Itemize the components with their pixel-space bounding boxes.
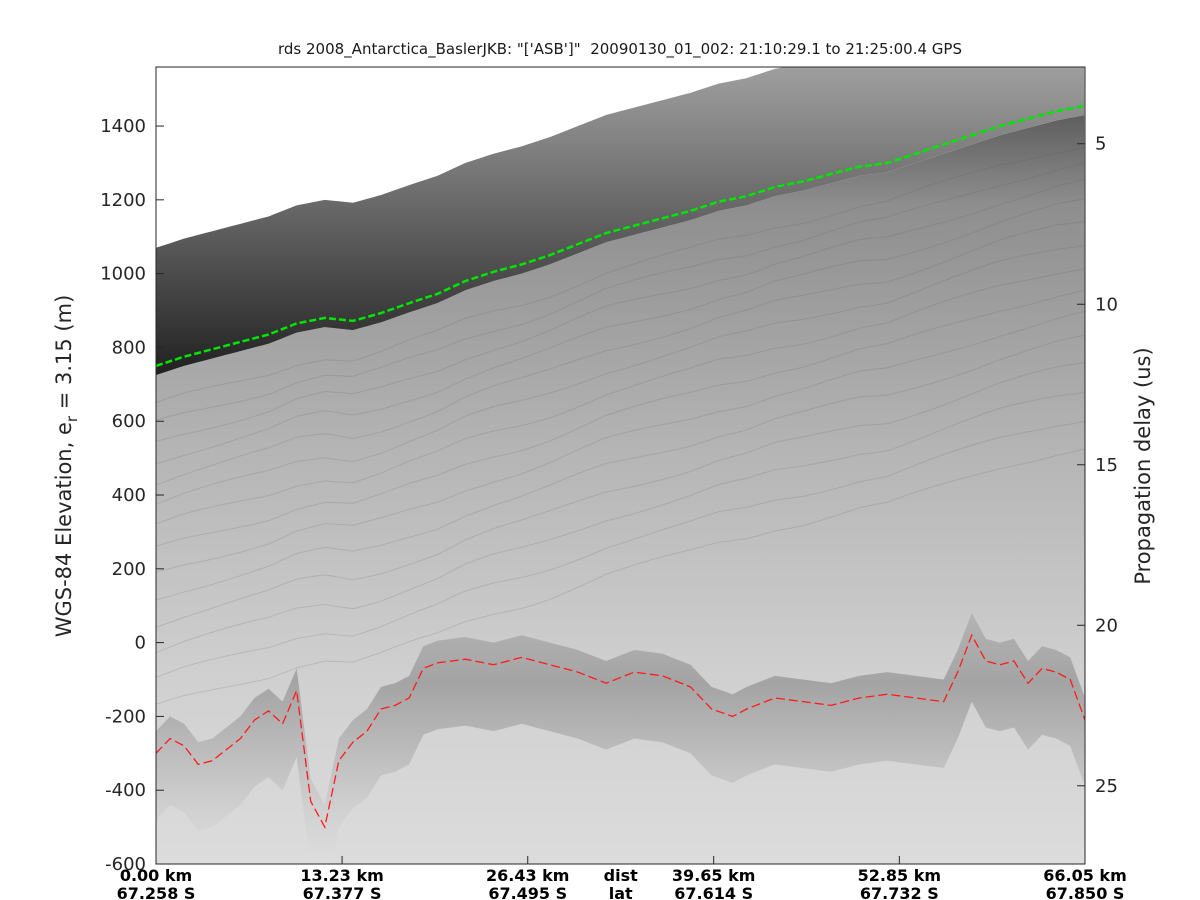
internal-layer [156, 245, 1085, 505]
internal-layer [156, 310, 1085, 573]
chart-title: rds 2008_Antarctica_BaslerJKB: "['ASB']"… [278, 40, 962, 59]
y-tick-label: 400 [112, 485, 146, 506]
internal-layer [156, 334, 1085, 601]
internal-layer [156, 289, 1085, 547]
y-tick-label: 600 [112, 411, 146, 432]
y-axis-ticks: 1400 1200 1000 800 600 400 200 0 -200 -400 -600 [100, 116, 164, 875]
internal-layer [156, 392, 1085, 654]
y-tick-label: 1400 [100, 116, 146, 137]
internal-layer [156, 178, 1085, 442]
internal-layer [156, 362, 1085, 628]
x-tick-dist-label: 0.00 km [120, 866, 192, 885]
y2-tick-label: 5 [1095, 134, 1106, 155]
x-tick-lat-label: 67.732 S [860, 884, 939, 900]
internal-layer [156, 448, 1085, 705]
y-tick-label: 1200 [100, 190, 146, 211]
internal-layer [156, 162, 1085, 421]
x-tick-lat-label: 67.850 S [1046, 884, 1125, 900]
x-tick-dist-label: 26.43 km [486, 866, 570, 885]
y2-tick-label: 10 [1095, 294, 1118, 315]
x-tick-lat-label: 67.495 S [488, 884, 567, 900]
y-tick-label: -400 [105, 780, 146, 801]
plot-frame [155, 66, 1086, 865]
y-tick-label: -200 [105, 706, 146, 727]
internal-layer [156, 221, 1085, 486]
ice-body [156, 115, 1085, 864]
internal-layers [156, 147, 1085, 705]
y-tick-label: 200 [112, 559, 146, 580]
internal-layer [156, 421, 1085, 678]
y2-tick-label: 25 [1095, 776, 1118, 797]
y2-tick-label: 15 [1095, 455, 1118, 476]
internal-layer [156, 147, 1085, 404]
surface-pick-series [156, 104, 1085, 368]
y-tick-label: 0 [135, 633, 146, 654]
x-tick-dist-label: 13.23 km [300, 866, 384, 885]
x-tick-lat-label: 67.258 S [117, 884, 196, 900]
x-tick-dist-label: 52.85 km [858, 866, 942, 885]
x-tick-lat-label: 67.377 S [303, 884, 382, 900]
internal-layer [156, 268, 1085, 525]
bed-pick-series [156, 633, 1085, 829]
x-tick-dist-label: 39.65 km [672, 866, 756, 885]
y2-axis-ticks: 5 10 15 20 25 [1077, 134, 1118, 797]
x-row-label-dist: dist [604, 866, 638, 885]
y-tick-label: 800 [112, 337, 146, 358]
x-row-label-lat: lat [609, 884, 633, 900]
y-tick-label: 1000 [100, 264, 146, 285]
y2-axis-label: Propagation delay (us) [1131, 347, 1155, 584]
surface-band [156, 67, 1085, 376]
y-axis-label: WGS-84 Elevation, er = 3.15 (m) [52, 295, 81, 638]
x-tick-dist-label: 66.05 km [1043, 866, 1127, 885]
y-tick-label: -600 [105, 854, 146, 875]
plot-area [156, 67, 1085, 864]
bed-zone [156, 613, 1085, 864]
y2-tick-label: 20 [1095, 615, 1118, 636]
x-tick-lat-label: 67.614 S [674, 884, 753, 900]
series-layer [156, 104, 1085, 829]
internal-layer [156, 198, 1085, 465]
